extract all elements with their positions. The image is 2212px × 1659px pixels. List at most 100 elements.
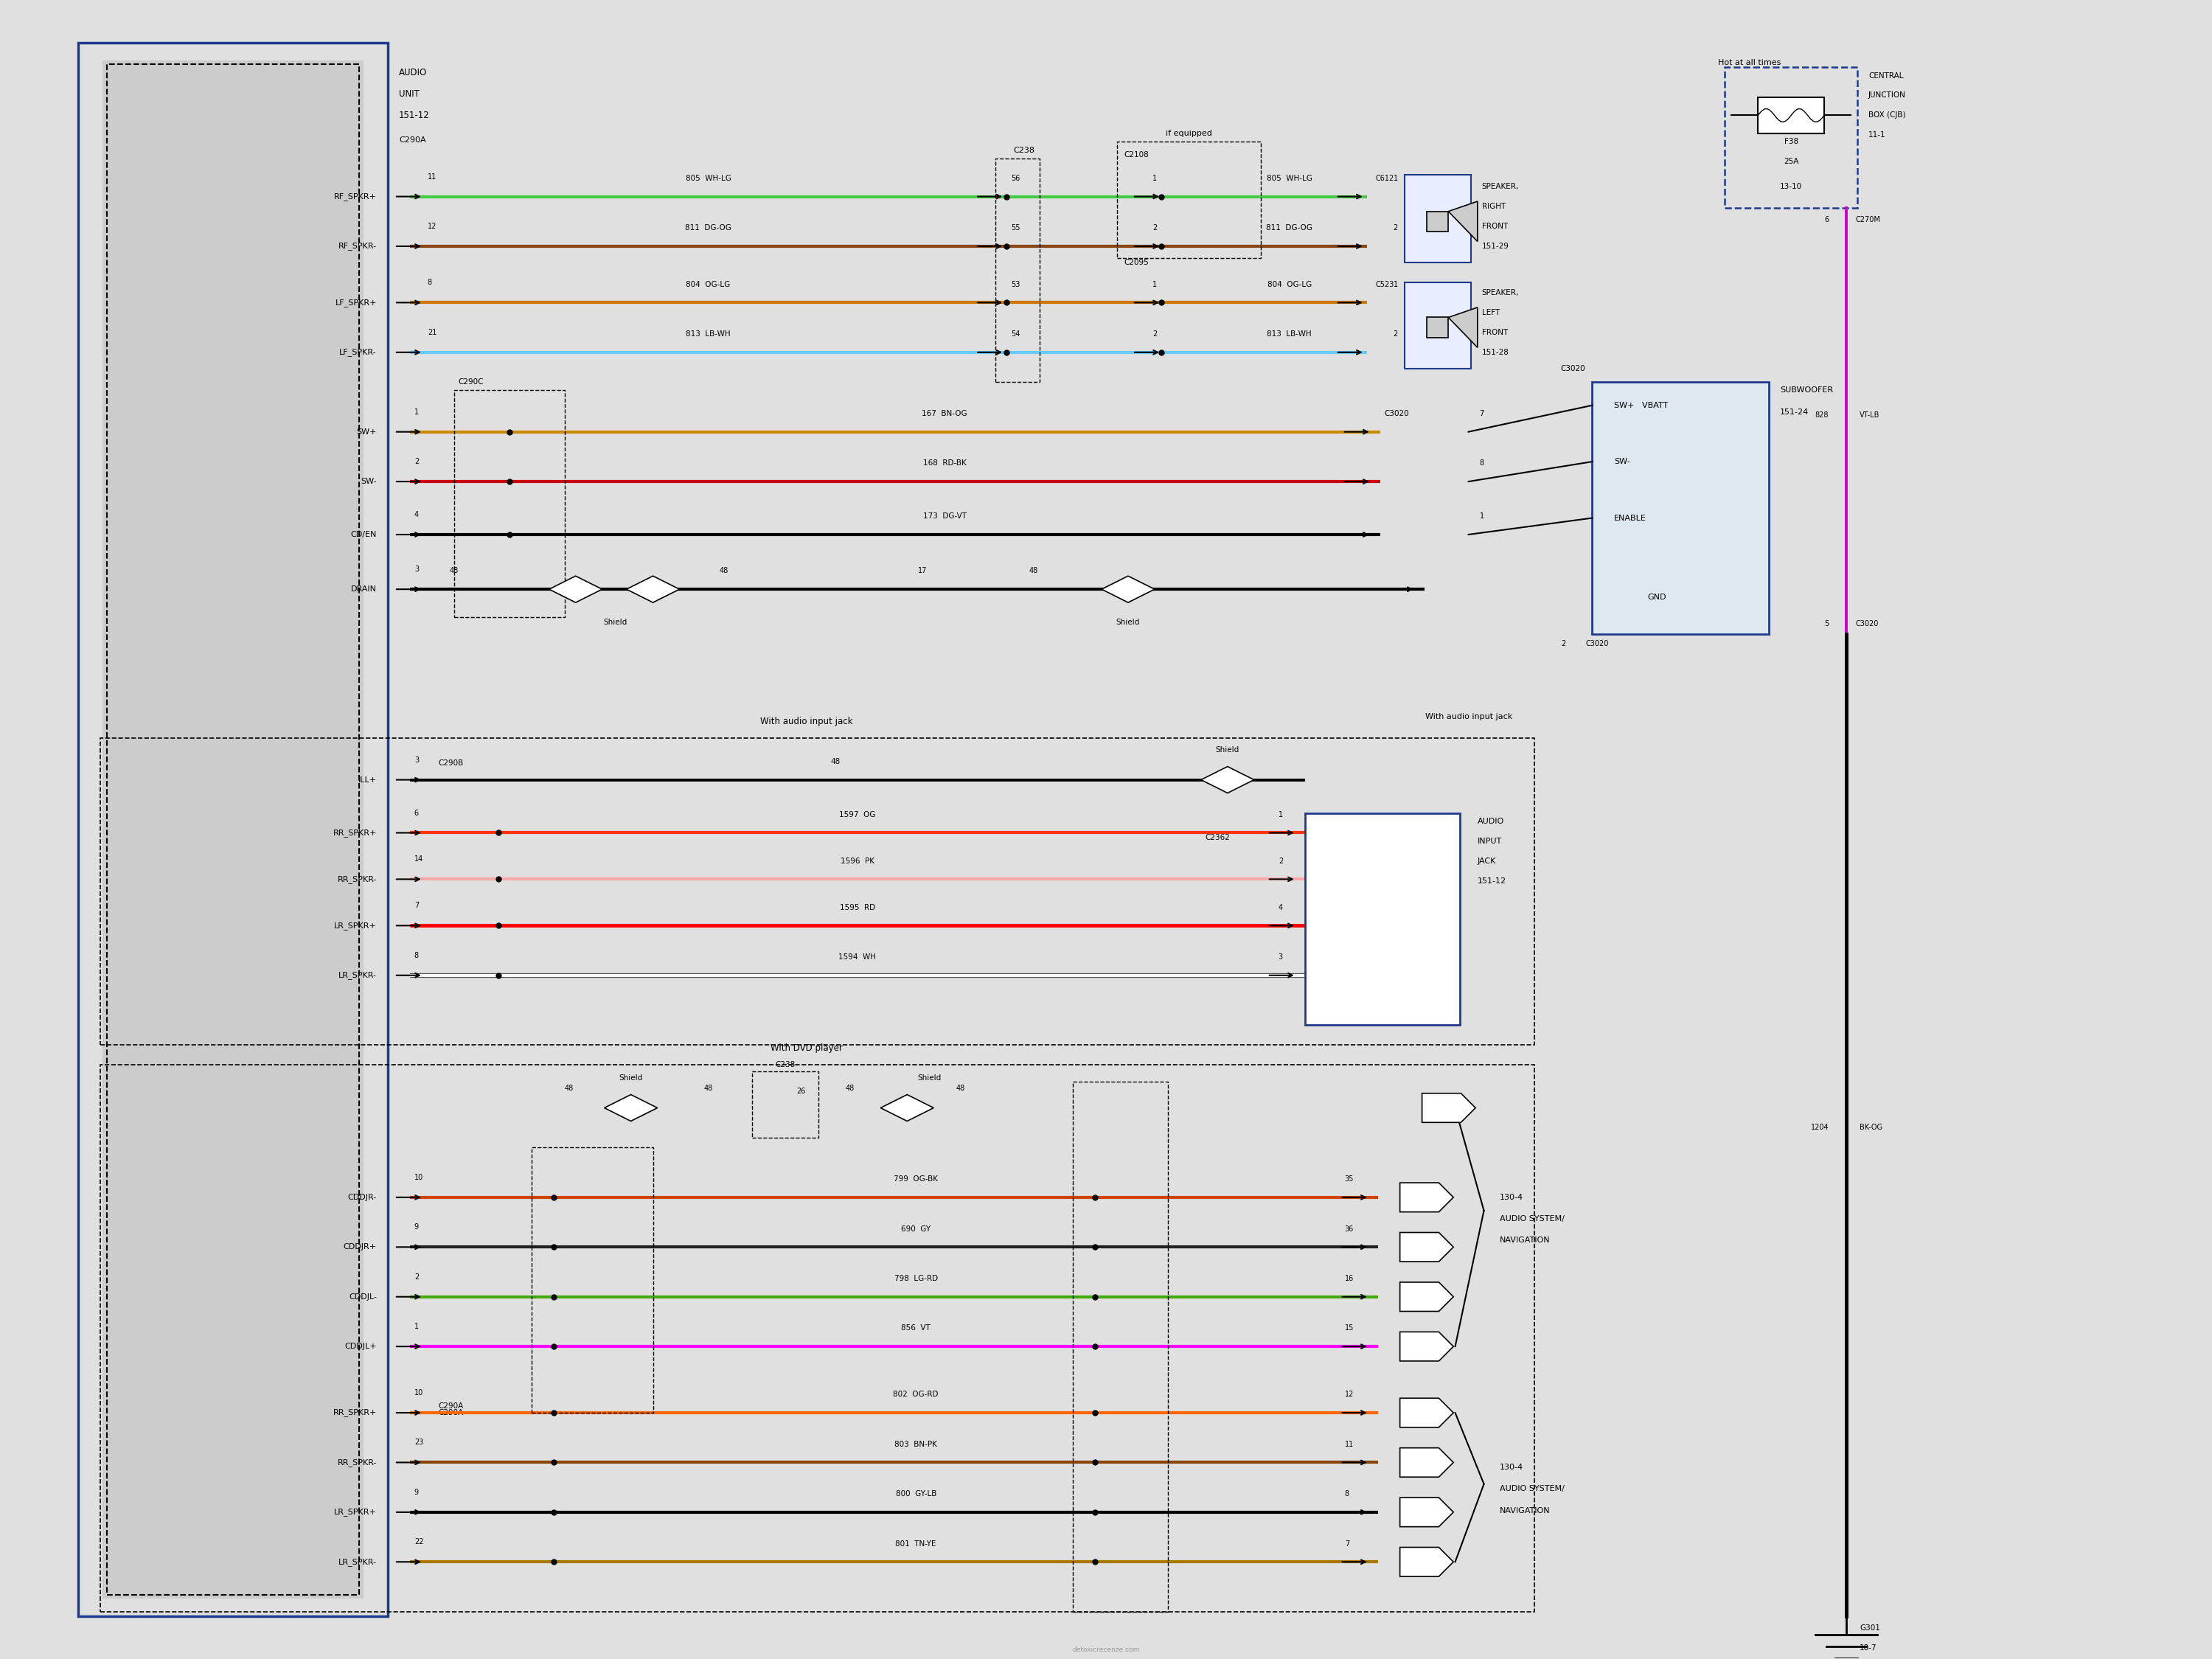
- Text: RR_SPKR+: RR_SPKR+: [334, 830, 376, 836]
- Text: 168  RD-BK: 168 RD-BK: [922, 460, 967, 466]
- Polygon shape: [549, 576, 602, 602]
- Text: 151-28: 151-28: [1482, 348, 1509, 357]
- Text: 21: 21: [427, 328, 436, 337]
- Text: 26: 26: [796, 1088, 805, 1095]
- Text: LF_SPKR-: LF_SPKR-: [338, 348, 376, 357]
- Text: INPUT: INPUT: [1478, 838, 1502, 844]
- Text: 48: 48: [1029, 567, 1037, 574]
- Text: 48: 48: [703, 1085, 712, 1092]
- Text: C2362: C2362: [1206, 834, 1230, 841]
- Text: 17: 17: [918, 567, 927, 574]
- Text: RR_SPKR-: RR_SPKR-: [336, 1458, 376, 1467]
- Text: 1595  RD: 1595 RD: [841, 904, 876, 911]
- Text: SW-: SW-: [361, 478, 376, 484]
- Text: LR_SPKR+: LR_SPKR+: [334, 922, 376, 929]
- Text: 3: 3: [414, 757, 418, 763]
- Text: 130-4: 130-4: [1500, 1463, 1524, 1472]
- Text: JUNCTION: JUNCTION: [1869, 91, 1907, 100]
- Text: DRAIN: DRAIN: [352, 586, 376, 592]
- Text: LR_SPKR+: LR_SPKR+: [1360, 917, 1405, 924]
- Text: J: J: [1420, 1243, 1422, 1251]
- Text: 1: 1: [1152, 280, 1157, 289]
- Text: SW+: SW+: [356, 428, 376, 436]
- Text: 803  BN-PK: 803 BN-PK: [894, 1440, 938, 1448]
- Text: 8: 8: [1345, 1490, 1349, 1498]
- Text: 1596  PK: 1596 PK: [841, 858, 874, 864]
- Text: 151-12: 151-12: [1478, 878, 1506, 884]
- Bar: [106, 65, 358, 1594]
- Text: C3020: C3020: [1562, 365, 1586, 373]
- Text: C3020: C3020: [1856, 620, 1878, 627]
- Text: RIGHT: RIGHT: [1482, 202, 1506, 211]
- Bar: [1427, 211, 1449, 231]
- Polygon shape: [626, 576, 679, 602]
- Text: SW+   VBATT: SW+ VBATT: [1615, 401, 1668, 410]
- Text: 1594  WH: 1594 WH: [838, 954, 876, 961]
- Text: 2: 2: [1394, 330, 1398, 338]
- Text: Hot at all times: Hot at all times: [1719, 58, 1781, 66]
- Text: C2108: C2108: [1124, 151, 1148, 159]
- Text: LR_SPKR-: LR_SPKR-: [338, 1558, 376, 1566]
- Text: 1: 1: [1152, 174, 1157, 182]
- Text: 151-24: 151-24: [1781, 408, 1809, 416]
- Text: With audio input jack: With audio input jack: [761, 717, 854, 727]
- Text: C290A: C290A: [438, 1402, 465, 1410]
- Text: 36: 36: [1345, 1224, 1354, 1233]
- Text: 53: 53: [1011, 280, 1020, 289]
- Text: F: F: [1420, 1558, 1425, 1566]
- Text: 802  OG-RD: 802 OG-RD: [894, 1390, 938, 1399]
- Polygon shape: [1422, 1093, 1475, 1123]
- Bar: [453, 390, 564, 617]
- Text: C612: C612: [1376, 174, 1394, 182]
- Text: C290C: C290C: [458, 378, 484, 387]
- Text: SW-: SW-: [1615, 458, 1630, 465]
- Text: 10: 10: [414, 1389, 422, 1397]
- Text: 25A: 25A: [1783, 158, 1798, 166]
- Bar: [1405, 174, 1471, 262]
- Text: 800  GY-LB: 800 GY-LB: [896, 1490, 936, 1498]
- Text: 6: 6: [1825, 216, 1829, 224]
- Text: LEFT: LEFT: [1482, 309, 1500, 317]
- Text: 2: 2: [1279, 858, 1283, 864]
- Bar: [995, 159, 1040, 382]
- Text: C238: C238: [1013, 146, 1035, 154]
- Text: 48: 48: [564, 1085, 573, 1092]
- Text: AUDIO: AUDIO: [398, 68, 427, 76]
- Text: RF_SPKR+: RF_SPKR+: [334, 192, 376, 201]
- Text: AUDIO SYSTEM/: AUDIO SYSTEM/: [1500, 1214, 1564, 1223]
- Text: C3020: C3020: [1385, 410, 1409, 418]
- Text: L: L: [1420, 1342, 1425, 1350]
- Text: 4: 4: [414, 511, 418, 518]
- Bar: [1427, 317, 1449, 337]
- Text: AUDIO: AUDIO: [1478, 818, 1504, 825]
- Text: VT-LB: VT-LB: [1860, 411, 1880, 420]
- Text: 7: 7: [1345, 1540, 1349, 1548]
- Bar: [531, 1148, 653, 1413]
- Polygon shape: [1400, 1448, 1453, 1477]
- Text: 1597  OG: 1597 OG: [838, 811, 876, 818]
- Text: 5: 5: [1825, 620, 1829, 627]
- Text: CENTRAL: CENTRAL: [1869, 71, 1905, 80]
- Text: 8: 8: [414, 952, 418, 959]
- Polygon shape: [1400, 1548, 1453, 1576]
- Text: 10: 10: [414, 1175, 422, 1181]
- Text: FRONT: FRONT: [1482, 328, 1509, 337]
- Text: 801  TN-YE: 801 TN-YE: [896, 1540, 936, 1548]
- Text: 2: 2: [1152, 330, 1157, 338]
- Polygon shape: [1449, 201, 1478, 242]
- Text: 167  BN-OG: 167 BN-OG: [922, 410, 967, 418]
- Text: G: G: [1440, 1105, 1447, 1112]
- Text: Shield: Shield: [604, 619, 628, 625]
- Text: 130-4: 130-4: [1500, 1194, 1524, 1201]
- Bar: [102, 61, 363, 1598]
- Text: NAVIGATION: NAVIGATION: [1500, 1236, 1551, 1244]
- Text: 11: 11: [1345, 1440, 1354, 1448]
- Text: 14: 14: [414, 856, 422, 863]
- Text: Shield: Shield: [1117, 619, 1139, 625]
- Text: 56: 56: [1011, 174, 1020, 182]
- Text: AUDIO SYSTEM/: AUDIO SYSTEM/: [1500, 1485, 1564, 1493]
- Bar: [1405, 282, 1471, 368]
- Bar: [1759, 98, 1825, 134]
- Text: With DVD player: With DVD player: [770, 1044, 843, 1053]
- Text: D: D: [1418, 1458, 1425, 1467]
